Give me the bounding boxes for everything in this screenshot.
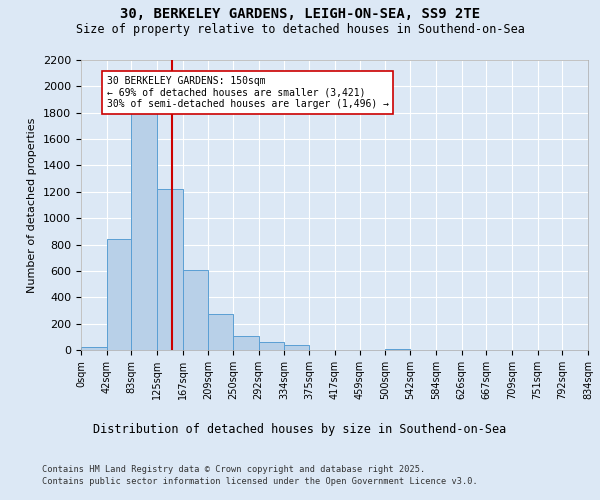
Y-axis label: Number of detached properties: Number of detached properties xyxy=(28,118,37,292)
Bar xyxy=(284,346,309,350)
Text: 30, BERKELEY GARDENS, LEIGH-ON-SEA, SS9 2TE: 30, BERKELEY GARDENS, LEIGH-ON-SEA, SS9 … xyxy=(120,8,480,22)
Bar xyxy=(233,336,259,350)
Bar xyxy=(107,240,131,350)
Bar xyxy=(81,348,107,350)
Bar xyxy=(259,342,284,350)
Bar xyxy=(182,270,208,350)
Text: Distribution of detached houses by size in Southend-on-Sea: Distribution of detached houses by size … xyxy=(94,422,506,436)
Bar xyxy=(157,189,182,350)
Text: Contains public sector information licensed under the Open Government Licence v3: Contains public sector information licen… xyxy=(42,478,478,486)
Text: Size of property relative to detached houses in Southend-on-Sea: Size of property relative to detached ho… xyxy=(76,22,524,36)
Bar xyxy=(131,104,157,350)
Text: 30 BERKELEY GARDENS: 150sqm
← 69% of detached houses are smaller (3,421)
30% of : 30 BERKELEY GARDENS: 150sqm ← 69% of det… xyxy=(107,76,389,109)
Text: Contains HM Land Registry data © Crown copyright and database right 2025.: Contains HM Land Registry data © Crown c… xyxy=(42,465,425,474)
Bar xyxy=(385,348,410,350)
Bar xyxy=(208,314,233,350)
